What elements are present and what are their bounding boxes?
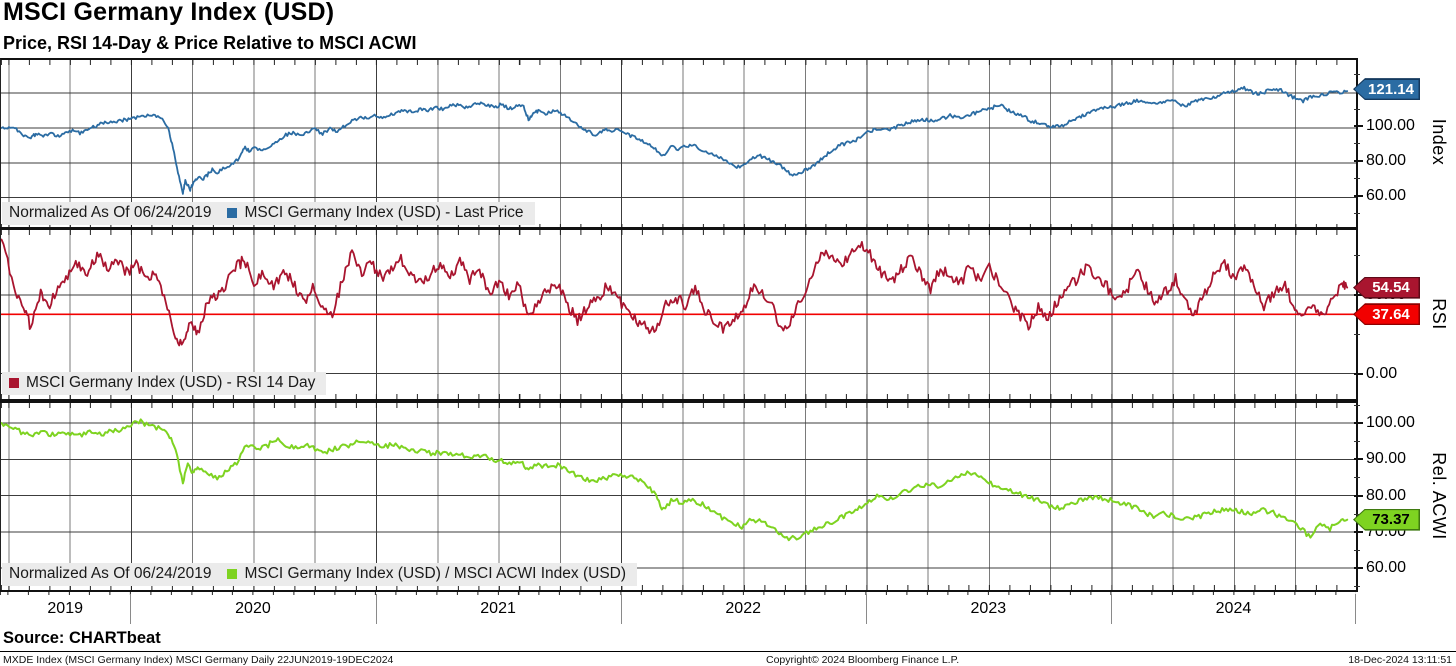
value-badge-text: 73.37 (1354, 510, 1419, 530)
chart-bottom-axis-line (0, 590, 1358, 592)
legend-rel-label: MSCI Germany Index (USD) / MSCI ACWI Ind… (244, 565, 627, 582)
y-minor-tick (1354, 255, 1360, 257)
y-minor-tick (1354, 213, 1360, 215)
x-axis-year-label: 2022 (725, 600, 761, 617)
x-axis-year-separator (130, 594, 132, 624)
y-tick-label: 90.00 (1366, 450, 1407, 468)
footer-security-meta: MXDE Index (MSCI Germany Index) MSCI Ger… (3, 654, 394, 666)
legend-normalized-note-2: Normalized As Of 06/24/2019 (9, 565, 212, 582)
y-tick-label: 80.00 (1366, 151, 1407, 169)
legend-rel: Normalized As Of 06/24/2019 MSCI Germany… (2, 563, 638, 586)
y-minor-tick (1354, 178, 1360, 180)
y-minor-tick (1354, 586, 1360, 588)
y-minor-tick (1354, 404, 1360, 406)
legend-rsi-label: MSCI Germany Index (USD) - RSI 14 Day (26, 374, 316, 391)
value-badge: 54.54 (1353, 276, 1420, 299)
x-axis-year-separator (865, 594, 867, 624)
right-axis-line (1356, 58, 1358, 592)
y-axis-title-rsi: RSI (1429, 298, 1449, 330)
y-tick-label: 0.00 (1366, 364, 1398, 382)
x-axis-year-label: 2020 (235, 600, 271, 617)
y-minor-tick (1354, 108, 1360, 110)
panel-rsi[interactable]: MSCI Germany Index (USD) - RSI 14 Day (0, 230, 1357, 399)
y-axis-title-index: Index (1429, 118, 1449, 166)
legend-price-label: MSCI Germany Index (USD) - Last Price (244, 204, 524, 221)
y-tick-label: 60.00 (1366, 186, 1407, 204)
rsi-series-line (1, 238, 1349, 347)
footer-timestamp: 18-Dec-2024 13:11:51 (1348, 654, 1452, 666)
y-tick-label: 100.00 (1366, 116, 1415, 134)
index-plot (1, 60, 1357, 229)
legend-swatch-rsi-icon (9, 378, 19, 388)
y-tick-label: 100.00 (1366, 413, 1415, 431)
y-tick (1354, 159, 1363, 162)
y-minor-tick (1354, 441, 1360, 443)
y-tick (1354, 458, 1363, 461)
y-minor-tick (1354, 513, 1360, 515)
x-axis-year-separator (1355, 594, 1356, 624)
legend-swatch-price-icon (227, 208, 238, 218)
y-minor-tick (1354, 550, 1360, 552)
y-tick (1354, 124, 1363, 127)
y-tick (1354, 372, 1363, 375)
footer-fineprint: MXDE Index (MSCI Germany Index) MSCI Ger… (0, 651, 1456, 666)
page-title: MSCI Germany Index (USD) (3, 0, 335, 26)
legend-price: Normalized As Of 06/24/2019 MSCI Germany… (2, 202, 535, 225)
y-minor-tick (1354, 143, 1360, 145)
value-badge: 121.14 (1353, 78, 1420, 101)
panel-rel-acwi[interactable]: Normalized As Of 06/24/2019 MSCI Germany… (0, 403, 1357, 590)
x-axis: 2019 2020 2021 2022 2023 2024 (0, 590, 1356, 628)
x-axis-year-label: 2019 (47, 600, 83, 617)
index-series-line (1, 85, 1349, 195)
x-axis-year-label: 2021 (480, 600, 516, 617)
y-tick (1354, 567, 1363, 570)
panel-separator-1 (0, 227, 1358, 230)
value-badge-text: 37.64 (1354, 304, 1419, 324)
y-tick (1354, 494, 1363, 497)
y-tick-label: 80.00 (1366, 486, 1407, 504)
page-subtitle: Price, RSI 14-Day & Price Relative to MS… (3, 33, 417, 53)
y-tick (1354, 194, 1363, 197)
value-badge-text: 121.14 (1354, 79, 1419, 99)
y-minor-tick (1354, 334, 1360, 336)
x-axis-month-ticks (0, 590, 1356, 595)
source-label: Source: CHARTbeat (3, 629, 161, 647)
panel-separator-2 (0, 399, 1358, 403)
y-tick-label: 60.00 (1366, 559, 1407, 577)
legend-normalized-note: Normalized As Of 06/24/2019 (9, 204, 212, 221)
y-tick (1354, 421, 1363, 424)
y-minor-tick (1354, 477, 1360, 479)
x-axis-year-separator (375, 594, 377, 624)
rel-series-line (1, 418, 1349, 542)
rsi-plot (1, 230, 1357, 399)
y-axis-index: 100.00 80.00 60.00 121.14 (1353, 58, 1456, 227)
rel-plot (1, 403, 1357, 590)
footer-copyright: Copyright© 2024 Bloomberg Finance L.P. (766, 654, 960, 666)
y-minor-tick (1354, 73, 1360, 75)
panel-price-index[interactable]: Normalized As Of 06/24/2019 MSCI Germany… (0, 58, 1357, 229)
value-badge: 73.37 (1353, 508, 1420, 531)
x-axis-year-label: 2023 (970, 600, 1007, 617)
y-tick (1354, 293, 1363, 296)
y-axis-title-rel: Rel. ACWI (1429, 452, 1449, 540)
x-axis-year-separator (1110, 594, 1112, 624)
y-tick (1354, 530, 1363, 533)
y-axis-rel: 100.00 90.00 80.00 70.00 60.00 73.37 (1353, 403, 1456, 590)
x-axis-year-separator (620, 594, 622, 624)
x-axis-year-label: 2024 (1215, 600, 1252, 617)
value-badge-text: 54.54 (1354, 278, 1419, 298)
value-badge: 37.64 (1353, 303, 1420, 326)
legend-swatch-rel-icon (227, 569, 238, 579)
legend-rsi: MSCI Germany Index (USD) - RSI 14 Day (2, 372, 327, 395)
